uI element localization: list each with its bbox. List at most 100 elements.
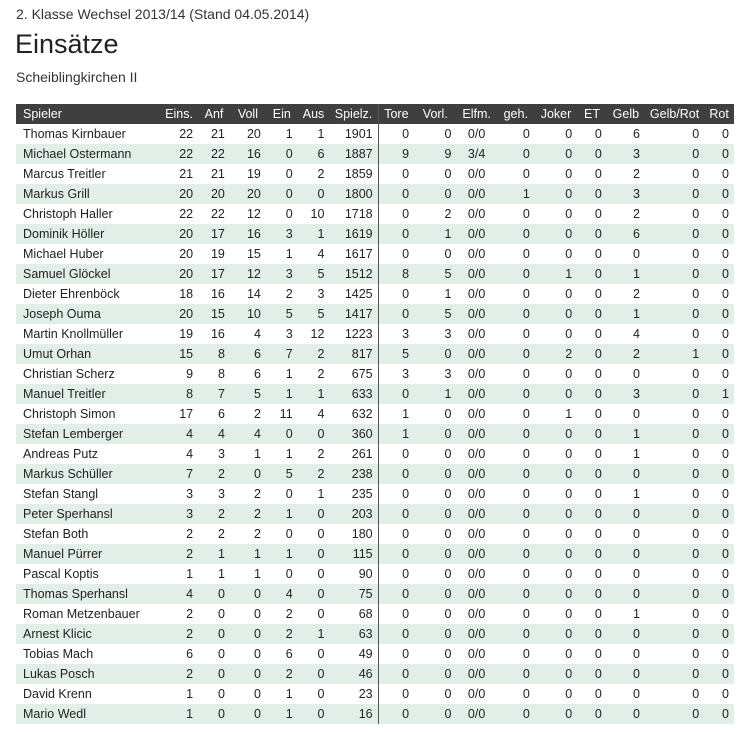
- stat-cell: 0: [414, 604, 457, 624]
- stat-cell: 0: [644, 564, 705, 584]
- column-header-elfm: Elfm.: [456, 104, 497, 124]
- stat-cell: 8: [198, 344, 230, 364]
- stat-cell: 0: [606, 524, 645, 544]
- stat-cell: 0: [265, 524, 298, 544]
- stat-cell: 1: [229, 444, 266, 464]
- stat-cell: 2: [160, 524, 199, 544]
- table-row: Christoph Haller 22 22 12 0 10 1718 0 2 0/0 0 0 0 2 0 0: [16, 204, 734, 224]
- stat-cell: 0: [644, 384, 705, 404]
- stat-cell: 0: [198, 604, 230, 624]
- stat-cell: 20: [160, 304, 199, 324]
- stat-cell: 0: [229, 604, 266, 624]
- stat-cell: 0: [704, 404, 734, 424]
- stat-cell: 0/0: [456, 644, 497, 664]
- stat-cell: 1223: [329, 324, 379, 344]
- stat-cell: 15: [198, 304, 230, 324]
- stat-cell: 0: [704, 144, 734, 164]
- stat-cell: 3: [265, 264, 298, 284]
- table-row: Markus Schüller 7 2 0 5 2 238 0 0 0/0 0 0 0 0 0 0: [16, 464, 734, 484]
- stat-cell: 0: [496, 584, 535, 604]
- stat-cell: 0/0: [456, 444, 497, 464]
- stat-cell: 0/0: [456, 484, 497, 504]
- stat-cell: 8: [160, 384, 199, 404]
- stat-cell: 22: [160, 124, 199, 144]
- stat-cell: 0: [644, 224, 705, 244]
- stat-cell: 1: [198, 544, 230, 564]
- stat-cell: 0: [534, 244, 578, 264]
- stat-cell: 3: [198, 484, 230, 504]
- stat-cell: 1: [414, 384, 457, 404]
- stat-cell: 0/0: [456, 384, 497, 404]
- player-name-cell: Thomas Kirnbauer: [16, 124, 161, 144]
- stat-cell: 0: [644, 264, 705, 284]
- stat-cell: 0: [606, 544, 645, 564]
- stat-cell: 1: [198, 564, 230, 584]
- stat-cell: 0: [378, 384, 415, 404]
- stat-cell: 5: [414, 264, 457, 284]
- stat-cell: 0/0: [456, 424, 497, 444]
- table-row: Thomas Kirnbauer 22 21 20 1 1 1901 0 0 0/0 0 0 0 6 0 0: [16, 124, 734, 144]
- stat-cell: 0: [378, 284, 415, 304]
- stat-cell: 0: [378, 664, 415, 684]
- stat-cell: 0: [496, 164, 535, 184]
- stat-cell: 11: [265, 404, 298, 424]
- stat-cell: 1: [160, 564, 199, 584]
- stat-cell: 0: [414, 644, 457, 664]
- stat-cell: 0: [704, 224, 734, 244]
- table-body: Thomas Kirnbauer 22 21 20 1 1 1901 0 0 0/0 0 0 0 6 0 0 M…: [16, 124, 734, 724]
- player-name-cell: Andreas Putz: [16, 444, 161, 464]
- stat-cell: 0: [644, 664, 705, 684]
- stat-cell: 0: [534, 584, 578, 604]
- stat-cell: 0: [414, 564, 457, 584]
- stat-cell: 1: [606, 264, 645, 284]
- stat-cell: 0: [496, 464, 535, 484]
- stat-cell: 115: [329, 544, 379, 564]
- stat-cell: 0: [378, 164, 415, 184]
- table-row: Stefan Both 2 2 2 0 0 180 0 0 0/0 0 0 0 0 0 0: [16, 524, 734, 544]
- stat-cell: 0: [534, 204, 578, 224]
- table-row: Lukas Posch 2 0 0 2 0 46 0 0 0/0 0 0 0 0 0 0: [16, 664, 734, 684]
- table-row: Tobias Mach 6 0 0 6 0 49 0 0 0/0 0 0 0 0 0 0: [16, 644, 734, 664]
- column-header-et: ET: [577, 104, 607, 124]
- stat-cell: 2: [297, 464, 330, 484]
- stat-cell: 1: [229, 544, 266, 564]
- player-name-cell: Michael Ostermann: [16, 144, 161, 164]
- stat-cell: 3: [606, 384, 645, 404]
- stat-cell: 20: [160, 264, 199, 284]
- stat-cell: 0: [297, 504, 330, 524]
- stat-cell: 0: [644, 584, 705, 604]
- stat-cell: 1859: [329, 164, 379, 184]
- stat-cell: 0: [606, 244, 645, 264]
- stat-cell: 0: [534, 464, 578, 484]
- stat-cell: 1: [265, 504, 298, 524]
- stat-cell: 0: [644, 464, 705, 484]
- stat-cell: 0: [606, 464, 645, 484]
- stat-cell: 0: [534, 684, 578, 704]
- stat-cell: 0: [534, 504, 578, 524]
- stat-cell: 0: [644, 124, 705, 144]
- stat-cell: 1619: [329, 224, 379, 244]
- stat-cell: 0: [496, 204, 535, 224]
- stat-cell: 0: [577, 624, 607, 644]
- stat-cell: 12: [229, 204, 266, 224]
- stat-cell: 1718: [329, 204, 379, 224]
- table-row: Stefan Stangl 3 3 2 0 1 235 0 0 0/0 0 0 0 1 0 0: [16, 484, 734, 504]
- stat-cell: 2: [229, 504, 266, 524]
- stat-cell: 22: [198, 144, 230, 164]
- stat-cell: 817: [329, 344, 379, 364]
- stat-cell: 2: [606, 164, 645, 184]
- stat-cell: 10: [229, 304, 266, 324]
- stat-cell: 1: [160, 684, 199, 704]
- stat-cell: 1901: [329, 124, 379, 144]
- stat-cell: 0: [577, 524, 607, 544]
- stat-cell: 0: [577, 664, 607, 684]
- stat-cell: 0: [704, 504, 734, 524]
- stat-cell: 19: [160, 324, 199, 344]
- stat-cell: 0: [644, 684, 705, 704]
- stat-cell: 6: [229, 364, 266, 384]
- stat-cell: 1: [414, 224, 457, 244]
- stat-cell: 3: [198, 444, 230, 464]
- stat-cell: 0: [577, 204, 607, 224]
- table-row: Marcus Treitler 21 21 19 0 2 1859 0 0 0/0 0 0 0 2 0 0: [16, 164, 734, 184]
- stat-cell: 0: [704, 424, 734, 444]
